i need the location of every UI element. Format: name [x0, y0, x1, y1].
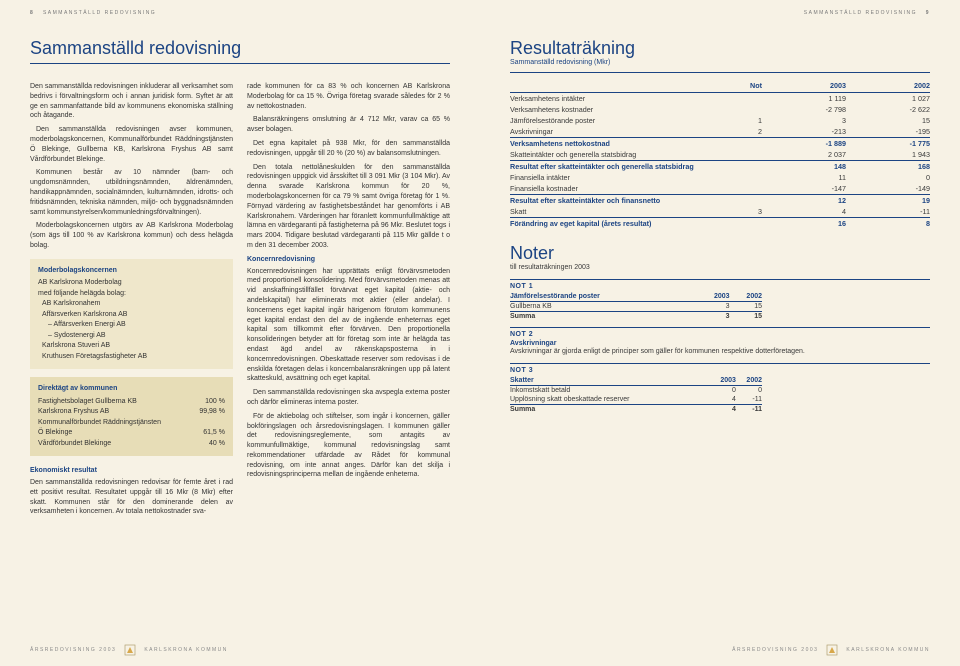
drow-val: 100 % — [205, 397, 225, 408]
table-row: Skatteintäkter och generella statsbidrag… — [510, 149, 930, 161]
result-table: Not 2003 2002 Verksamhetens intäkter1 11… — [510, 79, 930, 229]
box-line: AB Karlskrona Moderbolag — [38, 278, 225, 289]
th-year1: 2003 — [762, 79, 846, 93]
note2-body: Avskrivningar är gjorda enligt de princi… — [510, 347, 930, 357]
note2-thname: Avskrivningar — [510, 340, 930, 347]
notes-section: Noter till resultaträkningen 2003 NOT 1 … — [510, 243, 930, 414]
drow-name: Ö Blekinge — [38, 428, 72, 439]
drow-name: Kommunalförbundet Räddningstjänsten — [38, 418, 161, 429]
section-head: Koncernredovisning — [247, 255, 450, 265]
box-item: – Sydostenergi AB — [38, 331, 225, 342]
footer-left: ÅRSREDOVISNING 2003 KARLSKRONA KOMMUN — [30, 644, 228, 656]
body-columns: Den sammanställda redovisningen inkluder… — [30, 82, 450, 521]
logo-icon — [826, 644, 838, 656]
logo-icon — [124, 644, 136, 656]
table-row: Finansiella intäkter110 — [510, 172, 930, 183]
box-item: – Affärsverken Energi AB — [38, 320, 225, 331]
paragraph: Moderbolagskoncernen utgörs av AB Karlsk… — [30, 221, 233, 250]
th-not: Not — [728, 79, 762, 93]
th-year2: 2002 — [846, 79, 930, 93]
note3-table: Skatter20032002 Inkomstskatt betald00 Up… — [510, 376, 762, 414]
paragraph: Kommunen består av 10 nämnder (barn- och… — [30, 168, 233, 217]
paragraph: rade kommunen för ca 83 % och koncernen … — [247, 82, 450, 111]
box-item: AB Karlskronahem — [38, 299, 225, 310]
title-underline — [510, 72, 930, 73]
note3-head: NOT 3 — [510, 363, 930, 374]
header-label: SAMMANSTÄLLD REDOVISNING — [43, 10, 156, 16]
paragraph: Det egna kapitalet på 938 Mkr, för den s… — [247, 139, 450, 159]
table-row: Finansiella kostnader-147-149 — [510, 183, 930, 195]
table-row: Resultat efter skatteintäkter och finans… — [510, 195, 930, 207]
table-row: Resultat efter skatteintäkter och genere… — [510, 161, 930, 173]
paragraph: Den totala nettolåneskulden för den samm… — [247, 163, 450, 251]
paragraph: Balansräkningens omslutning är 4 712 Mkr… — [247, 115, 450, 135]
paragraph: Den sammanställda redovisningen avser ko… — [30, 125, 233, 164]
paragraph: Den sammanställda redovisningen ska avsp… — [247, 388, 450, 408]
drow-name: Fastighetsbolaget Gullberna KB — [38, 397, 137, 408]
footer-b: KARLSKRONA KOMMUN — [846, 647, 930, 653]
box-item: Affärsverken Karlskrona AB — [38, 310, 225, 321]
note1-table: Jämförelsestörande poster20032002 Gullbe… — [510, 292, 762, 321]
box-item: Kruthusen Företagsfastigheter AB — [38, 352, 225, 363]
table-row: Förändring av eget kapital (årets result… — [510, 218, 930, 230]
header-bar-right: SAMMANSTÄLLD REDOVISNING 9 — [510, 10, 930, 18]
footer-right: ÅRSREDOVISNING 2003 KARLSKRONA KOMMUN — [732, 644, 930, 656]
table-row: Verksamhetens nettokostnad-1 889-1 775 — [510, 138, 930, 150]
drow-val: 99,98 % — [199, 407, 225, 418]
box-item: Karlskrona Stuveri AB — [38, 341, 225, 352]
paragraph: Den sammanställda redovisningen redovisa… — [30, 478, 233, 517]
title-underline — [30, 63, 450, 64]
note2-head: NOT 2 — [510, 327, 930, 338]
footer-a: ÅRSREDOVISNING 2003 — [30, 647, 116, 653]
drow-name: Vårdförbundet Blekinge — [38, 439, 111, 450]
drow-val: 40 % — [209, 439, 225, 450]
paragraph: Koncernredovisningen har upprättats enli… — [247, 267, 450, 385]
header-bar-left: 8 SAMMANSTÄLLD REDOVISNING — [30, 10, 450, 18]
section-head: Ekonomiskt resultat — [30, 466, 233, 476]
box-head: Moderbolagskoncernen — [38, 266, 225, 277]
left-page: 8 SAMMANSTÄLLD REDOVISNING Sammanställd … — [0, 0, 480, 666]
moderbolag-box: Moderbolagskoncernen AB Karlskrona Moder… — [30, 259, 233, 370]
paragraph: För de aktiebolag och stiftelser, som in… — [247, 412, 450, 481]
table-row: Verksamhetens kostnader-2 798-2 622 — [510, 104, 930, 115]
result-title: Resultaträkning — [510, 38, 930, 59]
right-column: rade kommunen för ca 83 % och koncernen … — [247, 82, 450, 521]
page-number: 9 — [926, 10, 930, 16]
box-line: med följande helägda bolag: — [38, 289, 225, 300]
notes-sub: till resultaträkningen 2003 — [510, 264, 930, 271]
table-row: Verksamhetens intäkter1 1191 027 — [510, 93, 930, 105]
drow-name: Karlskrona Fryshus AB — [38, 407, 109, 418]
footer-a: ÅRSREDOVISNING 2003 — [732, 647, 818, 653]
header-label: SAMMANSTÄLLD REDOVISNING — [804, 10, 917, 16]
result-subhead: Sammanställd redovisning (Mkr) — [510, 59, 930, 66]
direktagt-box: Direktägt av kommunen Fastighetsbolaget … — [30, 377, 233, 456]
left-column: Den sammanställda redovisningen inkluder… — [30, 82, 233, 521]
paragraph: Den sammanställda redovisningen inkluder… — [30, 82, 233, 121]
footer-b: KARLSKRONA KOMMUN — [144, 647, 228, 653]
page-title: Sammanställd redovisning — [30, 38, 450, 59]
box-head: Direktägt av kommunen — [38, 384, 225, 395]
note1-head: NOT 1 — [510, 279, 930, 290]
page-number: 8 — [30, 10, 34, 16]
notes-title: Noter — [510, 243, 930, 264]
table-row: Skatt34-11 — [510, 206, 930, 218]
drow-val: 61,5 % — [203, 428, 225, 439]
table-row: Avskrivningar2-213-195 — [510, 126, 930, 138]
table-row: Jämförelsestörande poster1315 — [510, 115, 930, 126]
right-page: SAMMANSTÄLLD REDOVISNING 9 Resultaträkni… — [480, 0, 960, 666]
